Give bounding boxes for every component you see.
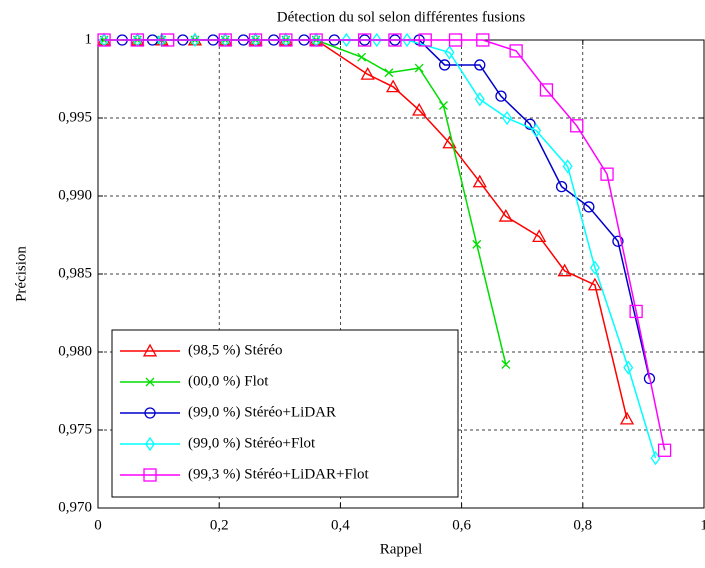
marker <box>539 83 554 97</box>
marker <box>402 32 413 48</box>
y-tick-label: 0,990 <box>58 187 92 203</box>
marker <box>218 33 232 47</box>
marker <box>341 32 352 48</box>
marker <box>570 119 584 133</box>
y-tick-label: 0,995 <box>58 109 92 125</box>
marker <box>587 277 603 291</box>
marker <box>472 239 482 249</box>
marker <box>476 33 490 47</box>
legend-label: (99,0 %) Stéréo+Flot <box>188 435 316 451</box>
marker <box>532 229 547 243</box>
marker <box>144 407 156 419</box>
marker <box>418 33 432 47</box>
y-axis-label: Précision <box>13 246 29 302</box>
marker <box>555 180 568 193</box>
marker <box>143 468 157 482</box>
marker <box>438 59 451 71</box>
x-axis-label: Rappel <box>380 541 423 557</box>
marker <box>357 33 372 47</box>
marker <box>438 101 448 110</box>
legend-label: (98,5 %) Stéréo <box>188 342 283 358</box>
marker <box>189 32 200 48</box>
marker <box>412 102 427 116</box>
marker <box>612 235 624 247</box>
marker <box>161 33 175 47</box>
marker <box>448 33 463 47</box>
x-tick-label: 0,4 <box>331 517 350 533</box>
marker <box>509 44 523 58</box>
y-tick-label: 0,970 <box>58 499 92 515</box>
x-tick-label: 0,2 <box>210 517 229 533</box>
marker <box>524 118 536 130</box>
marker <box>384 68 394 78</box>
marker <box>531 123 542 138</box>
series-line <box>104 39 666 451</box>
marker <box>562 159 573 174</box>
y-tick-label: 0,975 <box>58 421 92 437</box>
marker <box>145 377 155 387</box>
marker <box>557 263 572 277</box>
marker <box>623 360 634 375</box>
marker <box>279 33 293 47</box>
chart-title: Détection du sol selon différentes fusio… <box>277 9 526 25</box>
marker <box>388 33 402 47</box>
y-tick-label: 0,985 <box>58 265 92 281</box>
legend-label: (00,0 %) Flot <box>188 373 269 389</box>
marker <box>360 66 375 80</box>
y-tick-label: 0,980 <box>58 343 92 359</box>
marker <box>444 45 455 60</box>
legend-label: (99,3 %) Stéréo+LiDAR+Flot <box>188 466 369 482</box>
marker <box>657 443 672 457</box>
marker <box>589 260 600 275</box>
marker <box>600 167 614 181</box>
marker <box>501 360 511 369</box>
marker <box>474 92 485 107</box>
marker <box>414 63 424 73</box>
marker <box>309 33 323 47</box>
marker <box>130 33 145 47</box>
marker <box>142 343 158 357</box>
legend-label: (99,0 %) Stéréo+LiDAR <box>188 404 336 420</box>
marker <box>495 90 507 102</box>
marker <box>502 110 513 126</box>
x-tick-label: 0,6 <box>452 517 471 533</box>
marker <box>498 208 513 222</box>
x-tick-label: 0,8 <box>573 517 592 533</box>
marker <box>386 79 401 93</box>
x-tick-label: 0 <box>94 517 102 533</box>
marker <box>371 32 382 48</box>
marker <box>629 304 643 319</box>
marker <box>97 33 111 47</box>
marker <box>145 436 155 452</box>
marker <box>583 201 595 213</box>
x-tick-label: 1 <box>700 517 705 533</box>
marker <box>474 59 486 71</box>
marker <box>357 52 367 62</box>
y-tick-label: 1 <box>85 31 93 47</box>
marker <box>619 411 635 425</box>
marker <box>248 33 263 47</box>
marker <box>472 174 487 188</box>
